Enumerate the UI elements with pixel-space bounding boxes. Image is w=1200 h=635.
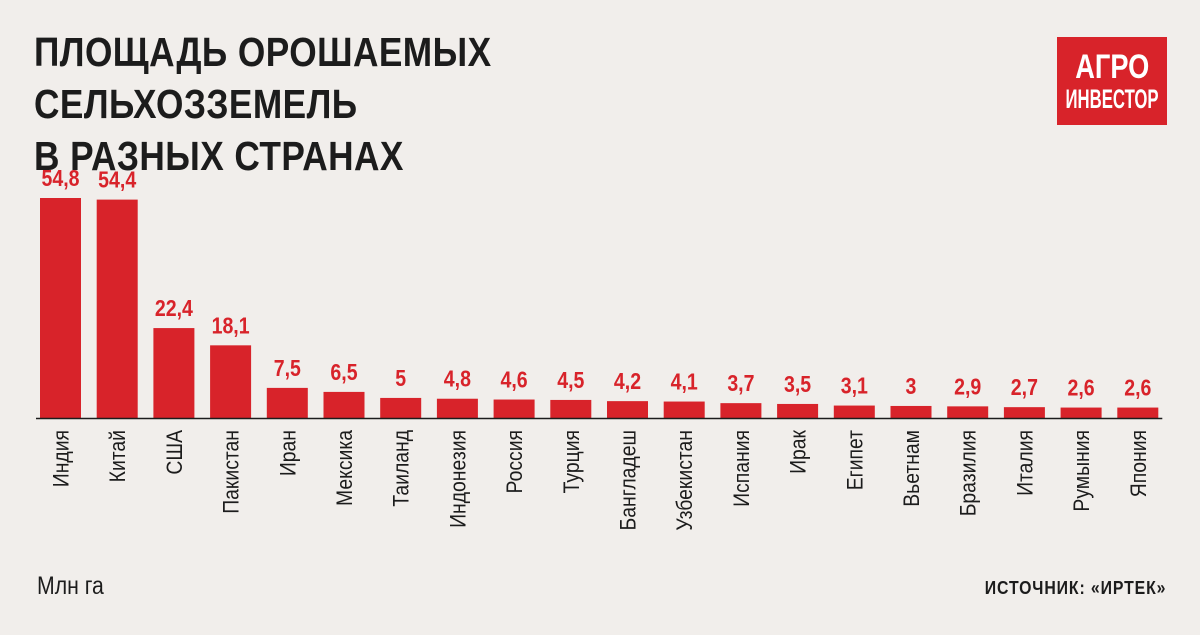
value-label-7: 4,8 — [444, 366, 471, 392]
chart-title: ПЛОЩАДЬ ОРОШАЕМЫХ СЕЛЬХОЗЗЕМЕЛЬ В РАЗНЫХ… — [34, 29, 492, 179]
category-label-12: Испания — [730, 430, 754, 507]
value-label-3: 18,1 — [212, 313, 250, 339]
value-label-1: 54,4 — [98, 167, 136, 193]
category-label-15: Вьетнам — [900, 430, 924, 507]
value-label-5: 6,5 — [330, 359, 357, 385]
value-label-8: 4,6 — [501, 367, 528, 393]
category-label-18: Румыния — [1070, 430, 1094, 512]
value-label-15: 3 — [906, 373, 917, 399]
bar-12 — [720, 403, 762, 418]
bar-16 — [947, 406, 989, 418]
value-label-19: 2,6 — [1124, 375, 1151, 401]
category-label-0: Индия — [49, 430, 73, 487]
category-label-16: Бразилия — [957, 430, 981, 516]
category-label-13: Ирак — [786, 429, 810, 474]
value-label-13: 3,5 — [784, 371, 811, 397]
category-label-7: Индонезия — [446, 430, 470, 528]
value-label-10: 4,2 — [614, 369, 641, 395]
bar-9 — [550, 399, 592, 418]
value-label-18: 2,6 — [1068, 375, 1095, 401]
bar-11 — [663, 401, 705, 418]
value-label-16: 2,9 — [954, 374, 981, 400]
value-label-4: 7,5 — [274, 355, 301, 381]
bar-5 — [323, 391, 365, 418]
bar-4 — [266, 387, 308, 418]
bar-1 — [96, 199, 138, 418]
value-label-9: 4,5 — [557, 367, 584, 393]
category-label-6: Таиланд — [390, 430, 414, 507]
logo-line-2: ИНВЕСТОР — [1065, 83, 1159, 114]
bar-6 — [380, 397, 422, 418]
bar-8 — [493, 399, 535, 418]
bar-10 — [607, 401, 648, 418]
logo-line-1: АГРО — [1074, 47, 1149, 86]
bar-17 — [1003, 407, 1045, 418]
category-label-2: США — [163, 430, 187, 475]
bar-13 — [777, 403, 819, 418]
category-label-9: Турция — [560, 430, 584, 493]
bar-18 — [1060, 407, 1102, 418]
category-label-5: Мексика — [333, 430, 357, 506]
value-label-11: 4,1 — [671, 369, 698, 395]
value-label-6: 5 — [395, 365, 406, 391]
value-label-2: 22,4 — [155, 296, 193, 322]
bar-0 — [40, 198, 81, 418]
category-label-4: Иран — [276, 430, 300, 476]
agroinvestor-logo: АГРО ИНВЕСТОР — [1057, 37, 1167, 125]
value-label-0: 54,8 — [41, 166, 79, 192]
unit-label: Млн га — [37, 572, 104, 600]
category-label-17: Италия — [1013, 430, 1037, 496]
category-label-1: Китай — [106, 430, 130, 482]
bar-2 — [153, 328, 195, 418]
value-label-12: 3,7 — [727, 371, 754, 397]
value-label-14: 3,1 — [841, 373, 868, 399]
bar-3 — [210, 345, 252, 418]
category-label-11: Узбекистан — [673, 430, 697, 531]
bar-15 — [890, 405, 932, 418]
category-label-19: Япония — [1127, 430, 1151, 497]
category-label-3: Пакистан — [219, 430, 243, 514]
category-label-10: Бангладеш — [616, 430, 640, 530]
category-label-14: Египет — [843, 430, 867, 491]
value-label-17: 2,7 — [1011, 375, 1038, 401]
source-note: ИСТОЧНИК: «ИРТЕК» — [984, 578, 1166, 598]
category-label-8: Россия — [503, 430, 527, 493]
bar-14 — [833, 405, 875, 418]
bar-19 — [1117, 407, 1159, 418]
bar-7 — [436, 398, 478, 418]
